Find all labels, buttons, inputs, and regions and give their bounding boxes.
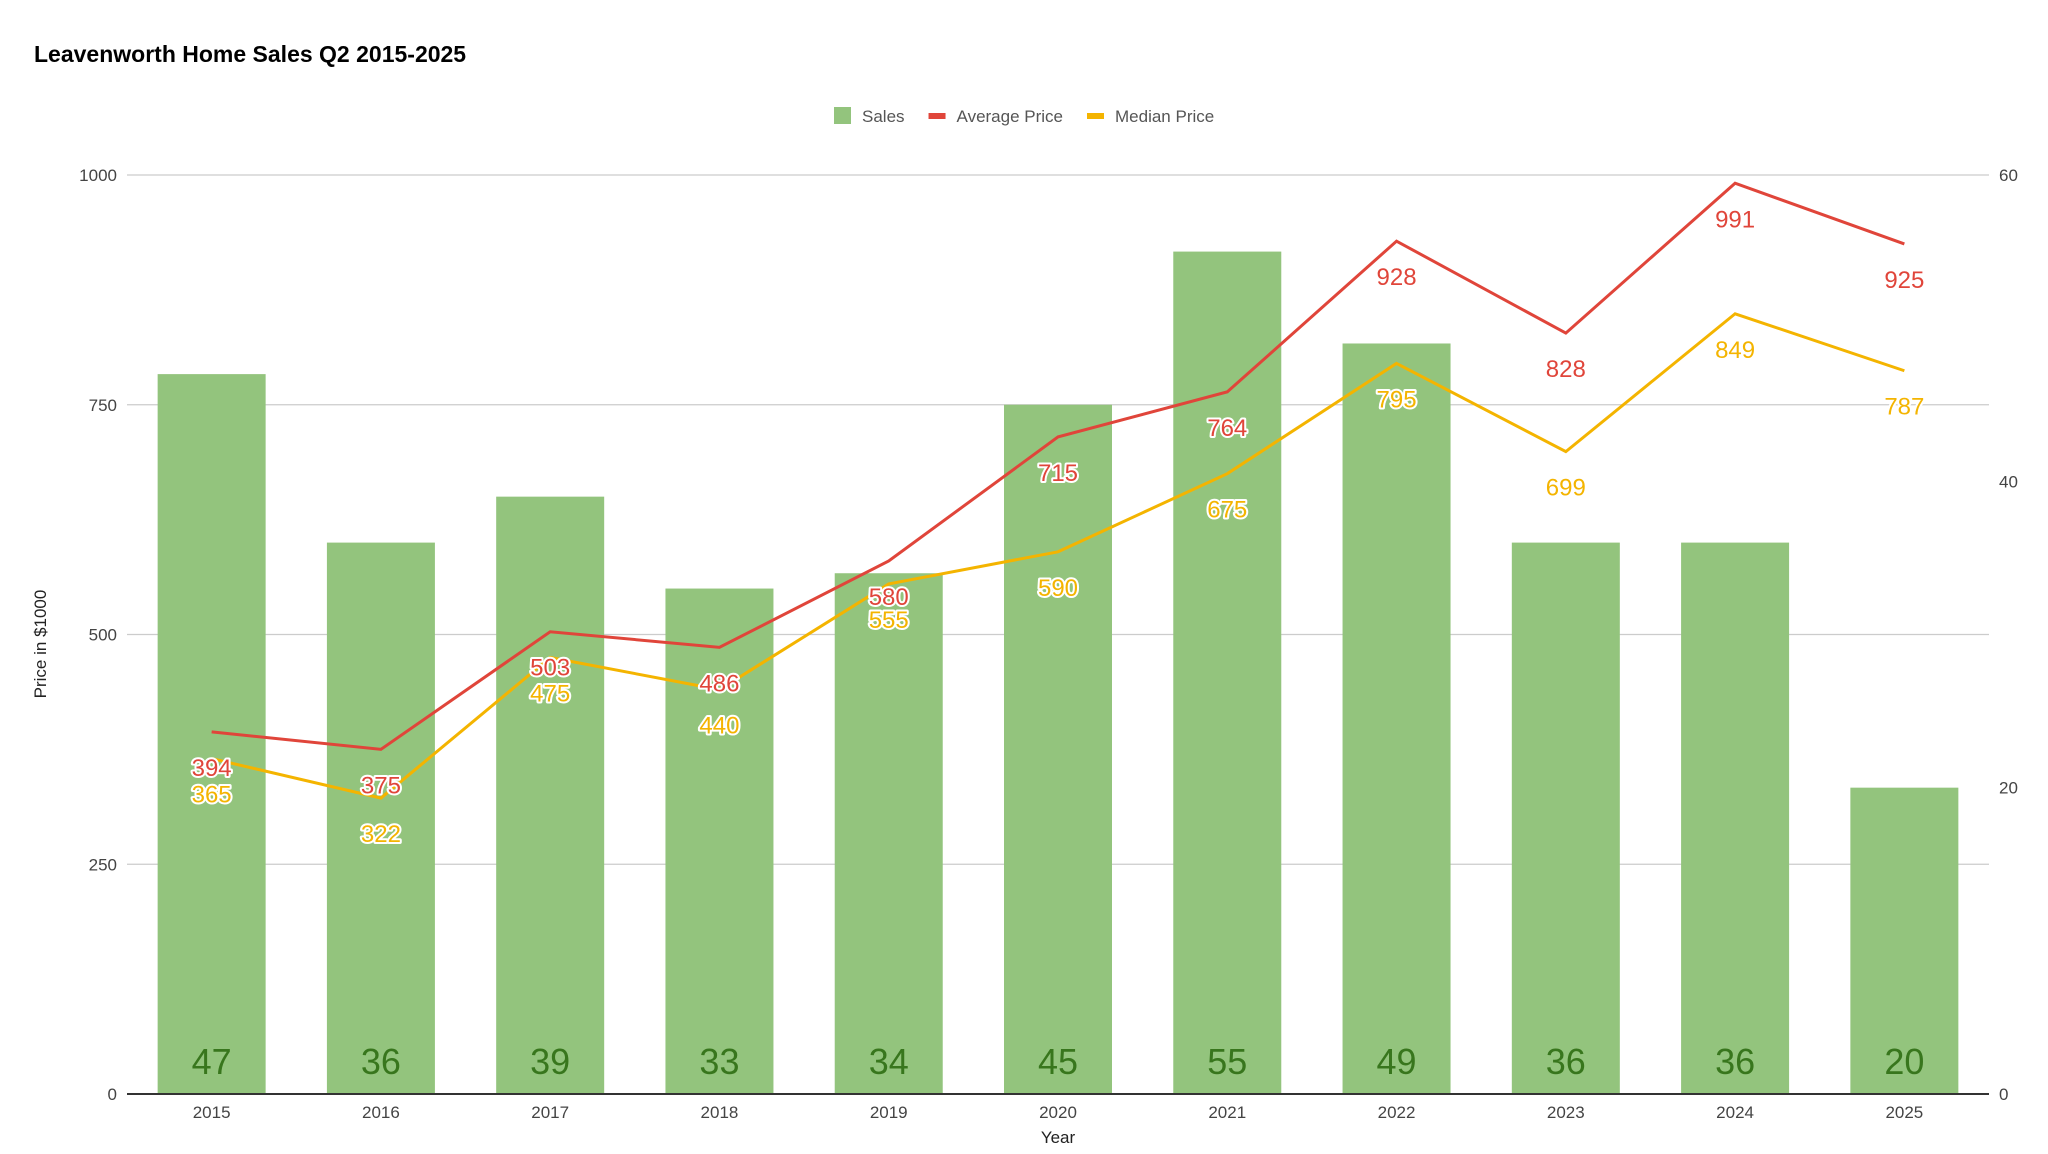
y-axis-label: Price in $1000 [31,590,50,699]
axes: 0 250 500 750 1000 0 20 40 60 2015 2016 2017 2018 201… [79,166,2018,1122]
y-tick-label: 0 [108,1085,117,1104]
line-point-label: 486 [699,670,739,697]
y2-tick-label: 0 [1999,1085,2008,1104]
line-point-label: 699 [1546,475,1586,502]
x-tick-label: 2020 [1039,1103,1077,1122]
legend-swatch [834,107,851,124]
line-point-label: 991 [1715,206,1755,233]
bar-label: 36 [361,1041,401,1082]
y2-tick-label: 20 [1999,779,2018,798]
x-tick-label: 2016 [362,1103,400,1122]
line-point-label: 440 [699,713,739,740]
line-point-label: 365 [192,782,232,809]
line-point-label: 828 [1546,356,1586,383]
bar [157,374,266,1094]
lines [211,181,1905,800]
bar [326,542,435,1094]
line-point-label: 322 [361,821,401,848]
bar [496,496,605,1094]
legend-label: Median Price [1115,107,1214,126]
x-tick-label: 2022 [1378,1103,1416,1122]
line-point-label: 375 [361,772,401,799]
y-tick-label: 1000 [79,166,117,185]
bar-label: 39 [530,1041,570,1082]
x-tick-label: 2024 [1716,1103,1754,1122]
line-point-label: 715 [1038,460,1078,487]
line-average-price [211,181,1905,751]
bar-label: 36 [1715,1041,1755,1082]
legend: Sales Average Price Median Price [834,107,1214,126]
legend-swatch [928,113,946,119]
bar [1004,404,1112,1094]
bar-label: 45 [1038,1041,1078,1082]
bar-label: 20 [1884,1041,1924,1082]
bar [834,573,943,1094]
x-tick-label: 2025 [1885,1103,1923,1122]
x-tick-label: 2017 [531,1103,569,1122]
bar-label: 33 [699,1041,739,1082]
bar-label: 34 [869,1041,909,1082]
line-point-label: 787 [1884,394,1924,421]
y2-tick-label: 40 [1999,472,2018,491]
line-point-label: 764 [1207,415,1247,442]
line-point-label: 555 [869,607,909,634]
bar [1511,542,1620,1094]
x-axis-label: Year [1041,1128,1076,1147]
line-point-label: 675 [1207,497,1247,524]
x-tick-label: 2023 [1547,1103,1585,1122]
line-point-label: 925 [1884,267,1924,294]
bars [157,251,1959,1095]
line-point-label: 580 [869,584,909,611]
line-point-label: 475 [530,680,570,707]
bar [665,588,774,1094]
bar-label: 47 [192,1041,232,1082]
bar [1681,542,1790,1094]
y-tick-label: 250 [89,855,117,874]
legend-swatch [1087,113,1104,119]
y-tick-label: 500 [89,626,117,645]
line-point-label: 503 [530,655,570,682]
line-point-label: 849 [1715,337,1755,364]
bar [1173,251,1282,1095]
bar [1342,343,1451,1094]
x-tick-label: 2021 [1208,1103,1246,1122]
y-tick-label: 750 [89,396,117,415]
line-point-label: 590 [1038,575,1078,602]
x-tick-label: 2019 [870,1103,908,1122]
line-point-label: 928 [1377,264,1417,291]
line-median-price [211,312,1905,800]
y2-tick-label: 60 [1999,166,2018,185]
x-tick-label: 2015 [193,1103,231,1122]
data-labels: 47 36 39 33 34 45 55 49 36 36 20 394 375 503 486 580 715… [190,204,1927,1082]
line-point-label: 394 [192,755,232,782]
bar-label: 36 [1546,1041,1586,1082]
bar-label: 55 [1207,1041,1247,1082]
x-tick-label: 2018 [701,1103,739,1122]
line-point-label: 795 [1377,386,1417,413]
legend-label: Average Price [957,107,1063,126]
chart-title: Leavenworth Home Sales Q2 2015-2025 [34,41,466,67]
legend-label: Sales [862,107,905,126]
bar-label: 49 [1377,1041,1417,1082]
bar [1850,787,1959,1094]
